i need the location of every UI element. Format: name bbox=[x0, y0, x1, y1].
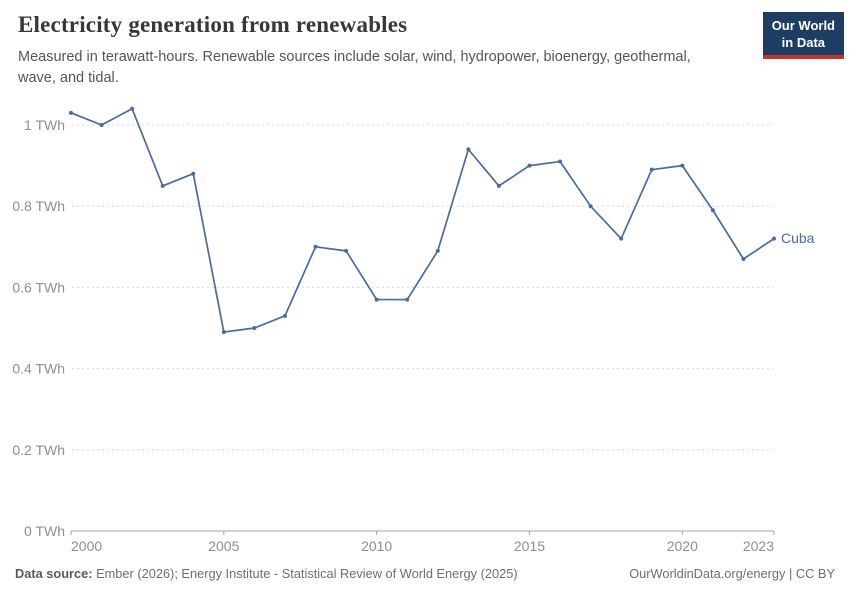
y-axis-tick-label: 0.4 TWh bbox=[12, 361, 65, 377]
chart-header: Electricity generation from renewables M… bbox=[18, 12, 850, 89]
data-point[interactable] bbox=[558, 159, 563, 164]
data-source-label: Data source: bbox=[15, 566, 93, 581]
line-chart: 0 TWh 0.2 TWh 0.4 TWh 0.6 TWh 0.8 TWh 1 TWh 20… bbox=[0, 100, 850, 565]
data-point[interactable] bbox=[710, 208, 715, 213]
data-point[interactable] bbox=[680, 163, 685, 168]
data-point[interactable] bbox=[466, 147, 471, 152]
data-point[interactable] bbox=[649, 167, 654, 172]
x-axis-tick-label: 2015 bbox=[514, 538, 545, 554]
owid-logo-line2: in Data bbox=[781, 34, 826, 50]
data-point[interactable] bbox=[435, 248, 440, 253]
data-point[interactable] bbox=[99, 123, 104, 127]
y-axis-tick-label: 0 TWh bbox=[24, 523, 65, 539]
data-point[interactable] bbox=[772, 236, 776, 241]
data-point[interactable] bbox=[741, 256, 746, 261]
data-source: Data source: Ember (2026); Energy Instit… bbox=[15, 566, 518, 581]
data-point[interactable] bbox=[160, 183, 165, 188]
series-line-cuba[interactable] bbox=[70, 107, 775, 333]
x-axis-tick-label: 2010 bbox=[361, 538, 392, 554]
data-point[interactable] bbox=[619, 236, 624, 241]
data-point[interactable] bbox=[69, 110, 73, 115]
data-point[interactable] bbox=[344, 248, 349, 253]
data-point[interactable] bbox=[527, 163, 532, 168]
owid-logo[interactable]: Our World in Data bbox=[762, 12, 844, 60]
chart-svg: 0 TWh 0.2 TWh 0.4 TWh 0.6 TWh 0.8 TWh 1 TWh 20… bbox=[12, 106, 815, 554]
y-axis-tick-label: 0.8 TWh bbox=[12, 198, 65, 214]
data-point[interactable] bbox=[313, 244, 318, 249]
data-point[interactable] bbox=[405, 297, 410, 302]
y-axis-tick-label: 0.6 TWh bbox=[12, 279, 65, 295]
x-axis-tick-label: 2000 bbox=[71, 538, 102, 554]
data-point[interactable] bbox=[496, 183, 501, 188]
data-point[interactable] bbox=[252, 326, 257, 330]
x-axis-tick-label: 2005 bbox=[208, 538, 239, 554]
data-point[interactable] bbox=[191, 171, 196, 176]
chart-subtitle: Measured in terawatt-hours. Renewable so… bbox=[18, 49, 691, 87]
page-title: Electricity generation from renewables bbox=[18, 12, 408, 37]
data-source-text: Ember (2026); Energy Institute - Statist… bbox=[92, 566, 518, 581]
y-axis-tick-label: 0.2 TWh bbox=[12, 442, 65, 458]
chart-footer: Data source: Ember (2026); Energy Instit… bbox=[15, 566, 835, 581]
series-label-cuba[interactable]: Cuba bbox=[781, 230, 815, 246]
data-point[interactable] bbox=[130, 106, 135, 111]
data-point[interactable] bbox=[588, 204, 593, 209]
x-axis-tick-label: 2023 bbox=[743, 538, 774, 554]
data-point[interactable] bbox=[221, 330, 226, 335]
owid-logo-line1: Our World bbox=[771, 18, 835, 33]
y-axis-tick-label: 1 TWh bbox=[24, 117, 65, 133]
data-point[interactable] bbox=[374, 297, 379, 302]
data-point[interactable] bbox=[282, 313, 287, 318]
credit-link[interactable]: OurWorldinData.org/energy | CC BY bbox=[629, 566, 835, 581]
x-axis-tick-label: 2020 bbox=[667, 538, 698, 554]
